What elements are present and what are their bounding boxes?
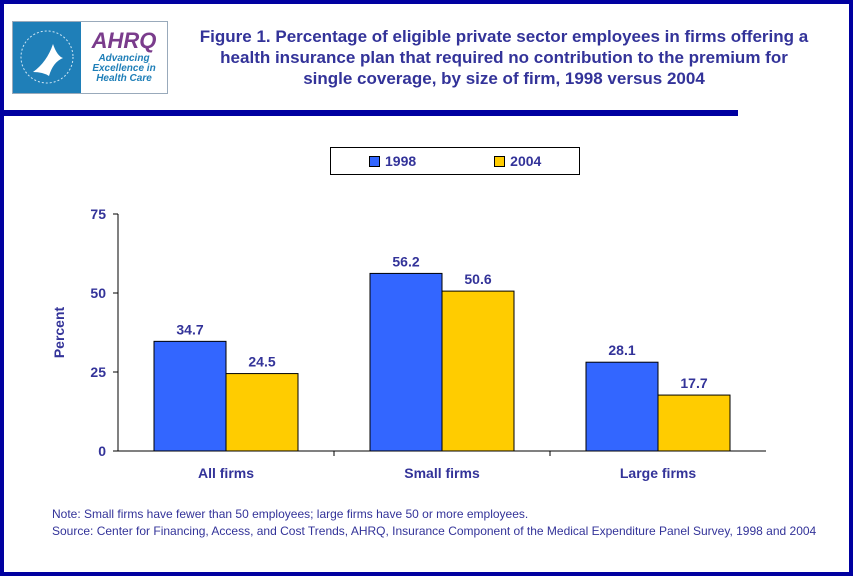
data-label: 24.5	[248, 354, 275, 370]
legend-label-1998: 1998	[385, 153, 417, 169]
data-label: 50.6	[464, 271, 491, 287]
legend-swatch-2004	[494, 155, 506, 167]
ahrq-logo: AHRQ Advancing Excellence in Health Care	[12, 21, 168, 94]
legend: 1998 2004	[330, 147, 580, 175]
note-text: Note: Small firms have fewer than 50 emp…	[52, 507, 529, 521]
header-divider	[4, 110, 738, 116]
data-label: 28.1	[608, 342, 635, 358]
y-tick-label: 50	[90, 285, 106, 301]
legend-item-2004: 2004	[494, 153, 541, 169]
legend-label-2004: 2004	[510, 153, 542, 169]
ahrq-mark: AHRQ	[91, 28, 157, 53]
data-label: 34.7	[176, 321, 203, 337]
chart-title: Figure 1. Percentage of eligible private…	[199, 27, 809, 88]
legend-item-1998: 1998	[369, 153, 416, 169]
eagle-icon	[20, 30, 74, 84]
y-tick-label: 25	[90, 364, 106, 380]
bar-1998	[153, 340, 227, 452]
source-text: Source: Center for Financing, Access, an…	[52, 524, 817, 538]
bar-2004	[225, 373, 299, 452]
data-label: 17.7	[680, 375, 707, 391]
footnotes: Note: Small firms have fewer than 50 emp…	[52, 506, 822, 540]
bar-chart: 0 25 50 75 Percent All firms 34.7 24.5 Small fir…	[51, 206, 766, 481]
hhs-eagle-logo	[13, 22, 81, 93]
x-tick-label: Large firms	[620, 465, 696, 481]
y-tick-label: 75	[90, 206, 106, 222]
bar-1998	[369, 272, 443, 452]
x-tick-label: All firms	[198, 465, 254, 481]
ahrq-tagline: Advancing Excellence in Health Care	[92, 53, 156, 84]
legend-swatch-1998	[369, 155, 380, 167]
bar-2004	[441, 290, 515, 452]
ahrq-wordmark: AHRQ Advancing Excellence in Health Care	[81, 22, 167, 93]
data-label: 56.2	[392, 253, 419, 269]
bar-2004	[657, 394, 731, 452]
bar-1998	[585, 361, 659, 452]
x-tick-label: Small firms	[404, 465, 480, 481]
y-axis-label: Percent	[51, 306, 67, 358]
y-tick-label: 0	[98, 443, 106, 459]
